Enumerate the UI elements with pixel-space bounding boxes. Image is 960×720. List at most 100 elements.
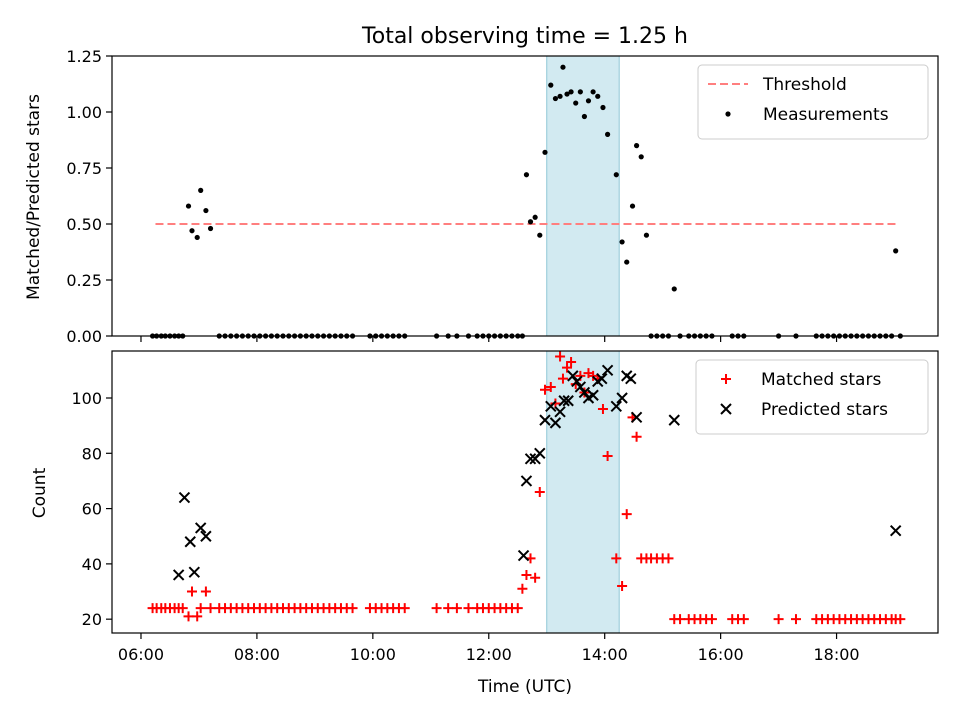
top-point-measurements [523, 172, 530, 178]
bottom-point-predicted-stars [587, 389, 599, 401]
top-point-measurements [564, 91, 570, 97]
bottom-point-matched-stars [675, 614, 686, 625]
top-y-tick-label: 0.00 [66, 327, 102, 346]
bottom-y-tick-label: 100 [71, 389, 102, 408]
top-point-measurements [548, 82, 554, 88]
bottom-point-predicted-stars [178, 491, 191, 504]
bottom-legend-box [695, 359, 929, 435]
bottom-legend-label-predicted-stars: Predicted stars [761, 400, 888, 420]
top-point-measurements [189, 228, 195, 234]
top-point-measurements [643, 232, 650, 238]
top-point-measurements [537, 232, 543, 238]
bottom-point-matched-stars [195, 603, 206, 614]
bottom-point-predicted-stars [524, 453, 537, 465]
bottom-point-predicted-stars [534, 447, 546, 460]
top-legend-label-threshold: Threshold [762, 75, 847, 95]
bottom-point-predicted-stars [578, 386, 591, 399]
bottom-x-tick-label: 12:00 [466, 645, 512, 664]
bottom-point-predicted-stars [200, 530, 212, 542]
bottom-point-matched-stars [205, 603, 216, 614]
bottom-legend-swatch-matched-stars [721, 374, 731, 384]
top-point-measurements [194, 234, 200, 241]
bottom-point-matched-stars [621, 509, 632, 520]
bottom-point-matched-stars [183, 611, 194, 622]
top-point-measurements [568, 89, 574, 95]
top-point-measurements [573, 100, 579, 106]
top-legend-box [697, 64, 929, 140]
top-legend-swatch-measurements [725, 111, 731, 117]
bottom-point-matched-stars [443, 603, 454, 614]
top-point-measurements [585, 98, 592, 104]
bottom-x-tick-label: 14:00 [582, 645, 628, 664]
top-point-measurements [638, 154, 644, 160]
bottom-y-tick-label: 60 [82, 500, 102, 519]
bottom-legend-label-matched-stars: Matched stars [761, 370, 881, 390]
top-point-measurements [527, 219, 534, 225]
bottom-y-axis-label: Count [30, 467, 50, 518]
top-point-measurements [198, 187, 204, 193]
bottom-point-matched-stars [431, 603, 442, 614]
bottom-point-matched-stars [539, 384, 550, 395]
bottom-point-matched-stars [177, 603, 188, 614]
top-point-measurements [590, 89, 596, 95]
bottom-point-matched-stars [534, 487, 545, 497]
bottom-point-matched-stars [611, 553, 622, 564]
bottom-point-predicted-stars [889, 524, 902, 537]
top-point-measurements [613, 172, 619, 178]
bottom-point-matched-stars [562, 362, 573, 373]
bottom-x-tick-label: 16:00 [698, 645, 744, 664]
bottom-point-matched-stars [451, 603, 462, 614]
top-panel: 0.00 0.25 0.50 0.75 1.00 1.25 Threshold Measure… [66, 47, 939, 346]
bottom-point-predicted-stars [616, 392, 628, 404]
top-point-measurements [619, 239, 625, 245]
top-y-tick-label: 0.75 [66, 159, 102, 178]
top-point-measurements [624, 259, 630, 265]
bottom-point-matched-stars [200, 586, 211, 597]
bottom-legend-swatch-predicted-stars [720, 403, 732, 415]
top-point-measurements [581, 113, 588, 120]
bottom-x-tick-label: 10:00 [350, 645, 396, 664]
top-y-tick-label: 1.00 [66, 103, 102, 122]
bottom-point-predicted-stars [520, 475, 533, 487]
bottom-point-predicted-stars [539, 414, 551, 426]
bottom-point-matched-stars [517, 583, 528, 594]
bottom-x-tick-label: 18:00 [814, 645, 860, 664]
top-point-measurements [542, 149, 548, 155]
top-point-measurements [605, 131, 611, 137]
bottom-point-matched-stars [602, 451, 613, 462]
bottom-point-predicted-stars [549, 417, 562, 429]
bottom-point-matched-stars [895, 614, 906, 625]
top-y-tick-label: 0.25 [66, 271, 102, 290]
bottom-point-matched-stars [738, 614, 749, 625]
top-legend-label-measurements: Measurements [763, 105, 889, 125]
bottom-point-matched-stars [663, 553, 674, 564]
bottom-point-predicted-stars [630, 411, 643, 424]
top-point-measurements [203, 207, 209, 214]
bottom-point-predicted-stars [601, 364, 614, 377]
bottom-point-matched-stars [706, 614, 717, 625]
bottom-point-predicted-stars [596, 372, 608, 385]
bottom-point-predicted-stars [188, 566, 201, 578]
bottom-point-predicted-stars [554, 406, 566, 418]
top-point-measurements [185, 203, 192, 209]
top-y-tick-label: 1.25 [66, 47, 102, 66]
chart-title: Total observing time = 1.25 h [361, 24, 688, 49]
bottom-point-matched-stars [631, 431, 642, 442]
top-point-measurements [552, 95, 559, 102]
bottom-point-matched-stars [186, 586, 197, 597]
top-shaded-span [546, 55, 620, 337]
bottom-point-matched-stars [790, 614, 801, 625]
top-point-measurements [595, 93, 601, 99]
top-point-measurements [893, 248, 899, 254]
bottom-point-matched-stars [521, 569, 532, 580]
bottom-point-predicted-stars [184, 536, 196, 548]
bottom-x-tick-label: 06:00 [118, 645, 164, 664]
bottom-point-matched-stars [617, 581, 628, 591]
top-point-measurements [577, 89, 583, 95]
bottom-point-predicted-stars [517, 549, 530, 562]
bottom-point-predicted-stars [571, 375, 583, 388]
bottom-point-predicted-stars [610, 400, 623, 413]
bottom-point-predicted-stars [574, 381, 587, 393]
bottom-point-matched-stars [399, 603, 410, 614]
